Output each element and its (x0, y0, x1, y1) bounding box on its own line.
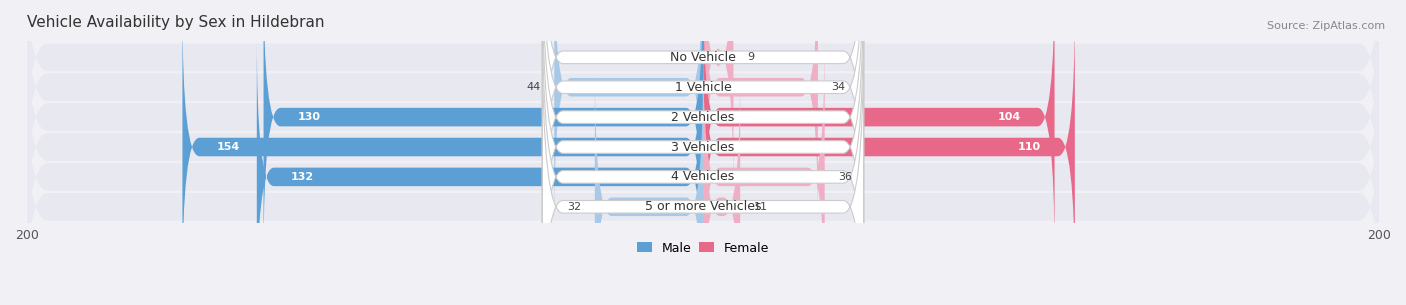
FancyBboxPatch shape (257, 37, 703, 305)
Text: Source: ZipAtlas.com: Source: ZipAtlas.com (1267, 21, 1385, 31)
FancyBboxPatch shape (543, 34, 863, 305)
FancyBboxPatch shape (703, 0, 818, 228)
FancyBboxPatch shape (703, 0, 734, 198)
Text: 36: 36 (838, 172, 852, 182)
Text: 32: 32 (567, 202, 581, 212)
Text: No Vehicle: No Vehicle (671, 51, 735, 64)
Text: 1 Vehicle: 1 Vehicle (675, 81, 731, 94)
FancyBboxPatch shape (20, 0, 1386, 283)
Text: 2 Vehicles: 2 Vehicles (672, 111, 734, 124)
FancyBboxPatch shape (703, 66, 740, 305)
FancyBboxPatch shape (595, 66, 703, 305)
FancyBboxPatch shape (703, 37, 825, 305)
FancyBboxPatch shape (183, 7, 703, 287)
Text: 11: 11 (754, 202, 768, 212)
Text: 5 or more Vehicles: 5 or more Vehicles (645, 200, 761, 213)
Text: 130: 130 (297, 112, 321, 122)
FancyBboxPatch shape (554, 0, 703, 228)
FancyBboxPatch shape (543, 0, 863, 260)
FancyBboxPatch shape (703, 7, 1074, 287)
FancyBboxPatch shape (20, 0, 1386, 305)
Text: 9: 9 (747, 52, 754, 62)
FancyBboxPatch shape (263, 0, 703, 257)
FancyBboxPatch shape (703, 0, 1054, 257)
FancyBboxPatch shape (543, 4, 863, 305)
Legend: Male, Female: Male, Female (634, 239, 772, 257)
Text: 44: 44 (526, 82, 541, 92)
FancyBboxPatch shape (20, 0, 1386, 305)
FancyBboxPatch shape (20, 0, 1386, 305)
FancyBboxPatch shape (543, 0, 863, 305)
Text: 4 Vehicles: 4 Vehicles (672, 170, 734, 183)
Text: 3 Vehicles: 3 Vehicles (672, 141, 734, 153)
FancyBboxPatch shape (543, 0, 863, 230)
Text: 154: 154 (217, 142, 239, 152)
FancyBboxPatch shape (20, 0, 1386, 305)
Text: 104: 104 (997, 112, 1021, 122)
FancyBboxPatch shape (543, 0, 863, 290)
Text: 110: 110 (1018, 142, 1040, 152)
FancyBboxPatch shape (20, 0, 1386, 305)
Text: Vehicle Availability by Sex in Hildebran: Vehicle Availability by Sex in Hildebran (27, 15, 325, 30)
Text: 34: 34 (831, 82, 845, 92)
Text: 132: 132 (291, 172, 314, 182)
